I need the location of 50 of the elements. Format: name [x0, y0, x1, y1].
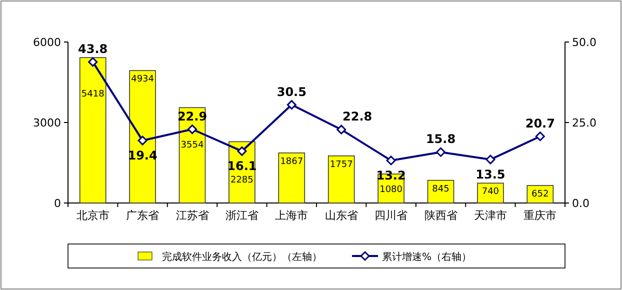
point — [188, 124, 197, 134]
data-label: 15.8 — [426, 132, 456, 146]
bar — [278, 152, 306, 204]
data-label: 1757 — [330, 160, 353, 170]
data-label: 20.7 — [525, 116, 555, 130]
x-tick-label: 浙江省 — [225, 209, 258, 222]
y-tick-label: 0 — [54, 197, 61, 210]
x-tick-label: 陕西省 — [424, 209, 458, 222]
y2-tick-label: 0.0 — [572, 197, 590, 210]
data-label: 30.5 — [276, 84, 306, 99]
point — [138, 136, 148, 146]
point — [336, 124, 346, 134]
bar — [328, 155, 355, 204]
x-tick-label: 四川省 — [374, 209, 408, 222]
data-label: 4934 — [131, 74, 154, 85]
data-label: 5418 — [81, 90, 105, 100]
point — [535, 132, 545, 142]
data-label: 845 — [432, 184, 450, 194]
data-label: 740 — [482, 187, 500, 198]
bar — [178, 107, 206, 204]
x-tick-label: 重庆市 — [524, 209, 557, 222]
x-tick-label: 天津市 — [474, 209, 507, 222]
bar — [129, 70, 156, 204]
bar — [477, 182, 504, 204]
point — [386, 156, 396, 166]
data-label: 1867 — [280, 156, 304, 167]
bar — [79, 57, 106, 204]
x-tick-label: 江苏省 — [176, 209, 209, 222]
x-tick-label: 广东省 — [126, 209, 160, 222]
x-tick-label: 上海市 — [275, 209, 308, 222]
data-label: 22.8 — [342, 110, 372, 124]
x-tick-label: 北京市 — [76, 209, 110, 222]
point — [436, 147, 446, 157]
y-tick-label: 6000 — [33, 36, 61, 49]
point — [88, 57, 98, 67]
point — [286, 100, 296, 110]
y2-tick-label: 25.0 — [572, 116, 596, 130]
data-label: 652 — [532, 190, 549, 200]
legend-label: 累计增速%（右轴） — [382, 251, 472, 263]
y-tick-label: 3000 — [33, 116, 61, 130]
point — [237, 146, 247, 156]
data-label: 13.5 — [476, 168, 506, 182]
data-label: 43.8 — [78, 42, 108, 56]
y2-tick-label: 50.0 — [572, 36, 596, 49]
legend-label: 完成软件业务收入（亿元）（左轴） — [162, 251, 322, 263]
data-label: 3554 — [180, 140, 204, 151]
data-label: 1080 — [380, 185, 403, 196]
point — [486, 154, 496, 164]
data-label: 2285 — [230, 176, 254, 186]
x-tick-label: 山东省 — [324, 209, 358, 222]
